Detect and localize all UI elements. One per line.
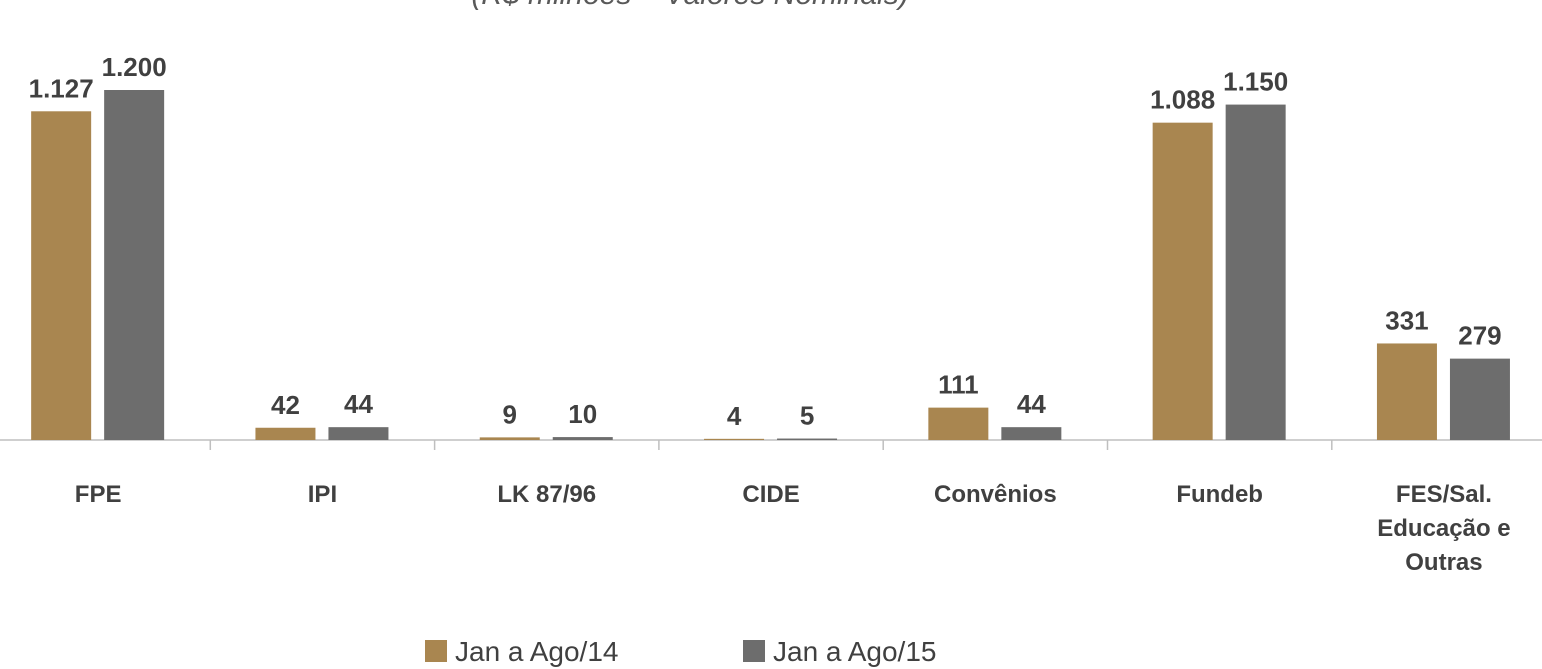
bar bbox=[104, 90, 165, 440]
value-label: 1.088 bbox=[1150, 85, 1215, 115]
bar bbox=[1449, 358, 1510, 440]
value-label: 44 bbox=[1017, 389, 1046, 419]
value-label: 111 bbox=[938, 370, 979, 400]
bar bbox=[552, 437, 613, 440]
bar bbox=[928, 407, 989, 440]
bar bbox=[1152, 122, 1213, 441]
bar bbox=[479, 437, 540, 440]
value-label: 331 bbox=[1385, 305, 1428, 335]
value-label: 44 bbox=[344, 389, 373, 419]
bar bbox=[328, 427, 389, 440]
value-label: 10 bbox=[568, 399, 597, 429]
value-label: 42 bbox=[271, 390, 300, 420]
legend-swatch bbox=[743, 640, 765, 662]
legend-label: Jan a Ago/15 bbox=[773, 636, 936, 667]
value-label: 4 bbox=[727, 401, 742, 431]
value-label: 9 bbox=[503, 399, 517, 429]
value-label: 5 bbox=[800, 401, 814, 431]
chart-subtitle: (R$ milhões – Valores Nominais) bbox=[471, 0, 908, 11]
bar bbox=[1225, 104, 1286, 440]
value-label: 279 bbox=[1458, 321, 1501, 351]
x-tick-label: IPI bbox=[307, 481, 338, 508]
value-label: 1.150 bbox=[1223, 67, 1288, 97]
x-tick-label: LK 87/96 bbox=[497, 481, 597, 508]
x-tick-label: Convênios bbox=[934, 481, 1057, 508]
x-tick-label: FPE bbox=[74, 481, 122, 508]
value-label: 1.200 bbox=[102, 52, 167, 82]
x-tick-label: Fundeb bbox=[1176, 481, 1263, 508]
value-label: 1.127 bbox=[29, 73, 94, 103]
bar bbox=[1376, 343, 1437, 440]
x-tick-label: CIDE bbox=[742, 481, 800, 508]
bar bbox=[777, 438, 838, 440]
legend-swatch bbox=[425, 640, 447, 662]
legend-label: Jan a Ago/14 bbox=[455, 636, 618, 667]
x-tick-label: FES/Sal. Educação e Outras bbox=[1377, 481, 1511, 576]
bar bbox=[255, 427, 316, 440]
bar bbox=[704, 438, 765, 440]
bar bbox=[31, 111, 92, 441]
bar bbox=[1001, 427, 1062, 440]
